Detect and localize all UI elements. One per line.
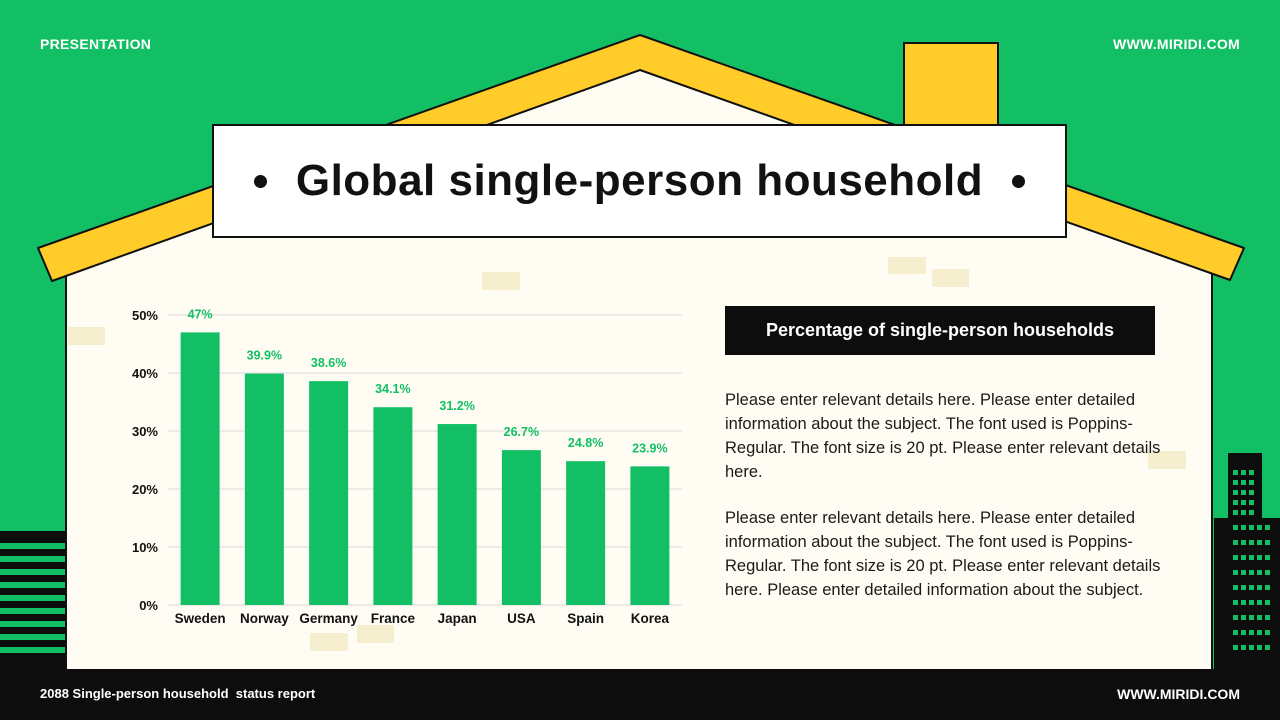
x-tick-label: Korea (631, 611, 670, 626)
city-buildings-left (0, 531, 70, 671)
bar-chart: 0% 10% 20% 30% 40% 50% 47% Sweden 39.9% Norway 38.… (132, 307, 682, 626)
panel-paragraph-2: Please enter relevant details here. Plea… (725, 509, 1161, 599)
bar (630, 466, 670, 605)
panel-heading: Percentage of single-person households (725, 306, 1155, 355)
data-label: 26.7% (504, 425, 539, 439)
y-tick-label: 20% (132, 482, 158, 497)
bullet-dot-right (1012, 175, 1025, 188)
panel-paragraph-1: Please enter relevant details here. Plea… (725, 391, 1161, 481)
y-tick-label: 10% (132, 540, 158, 555)
bar (566, 461, 606, 605)
y-tick-label: 50% (132, 308, 158, 323)
x-tick-label: France (371, 611, 416, 626)
footer-bar (0, 669, 1280, 720)
city-buildings-right (1214, 453, 1280, 671)
data-label: 31.2% (439, 399, 474, 413)
roof (37, 34, 1245, 282)
data-label: 39.9% (247, 349, 282, 363)
y-tick-label: 30% (132, 424, 158, 439)
bar (501, 450, 541, 605)
data-label: 34.1% (375, 382, 410, 396)
y-tick-label: 40% (132, 366, 158, 381)
bar (309, 381, 349, 605)
bar (373, 407, 413, 605)
x-tick-label: Japan (438, 611, 477, 626)
report-title: 2088 Single-person household status repo… (40, 686, 316, 701)
bar (180, 332, 220, 605)
x-tick-label: Spain (567, 611, 604, 626)
page-title: Global single-person household (295, 156, 984, 205)
data-label: 38.6% (311, 356, 346, 370)
website-label-top: WWW.MIRIDI.COM (1112, 36, 1240, 52)
website-label-bottom: WWW.MIRIDI.COM (1117, 686, 1240, 702)
data-label: 23.9% (632, 441, 667, 455)
bar (437, 424, 477, 605)
y-tick-label: 0% (139, 598, 158, 613)
x-tick-label: Germany (299, 611, 358, 626)
title-box: Global single-person household (212, 124, 1067, 238)
wall-bricks (68, 257, 1186, 651)
x-tick-label: Norway (240, 611, 289, 626)
bullet-dot-left (254, 175, 267, 188)
bar (244, 373, 284, 605)
x-tick-label: Sweden (175, 611, 226, 626)
data-label: 47% (188, 307, 213, 321)
presentation-label: PRESENTATION (40, 36, 152, 52)
data-label: 24.8% (568, 436, 603, 450)
x-tick-label: USA (507, 611, 536, 626)
